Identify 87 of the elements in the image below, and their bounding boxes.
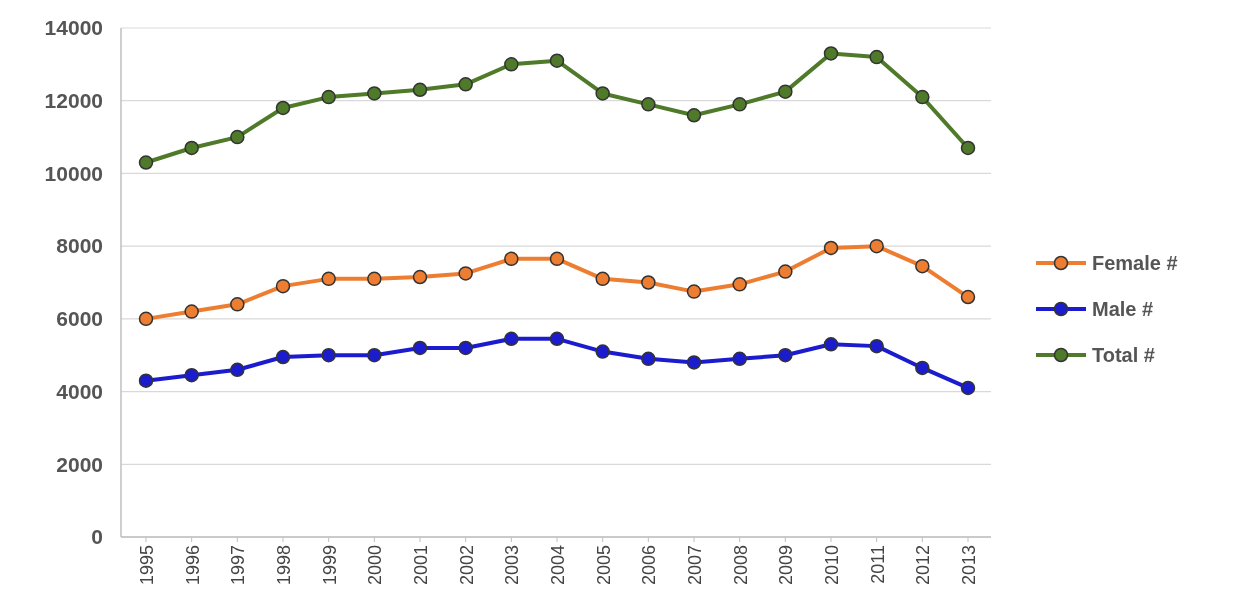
y-tick-label: 0: [91, 525, 103, 549]
point: [321, 271, 336, 287]
point: [595, 271, 610, 287]
y-tick-label: 6000: [56, 307, 103, 331]
point: [641, 275, 656, 290]
point: [549, 331, 565, 347]
point: [732, 351, 747, 367]
point: [321, 89, 336, 105]
x-tick-label: 1997: [228, 545, 249, 586]
point: [686, 108, 702, 123]
point: [504, 57, 519, 72]
point: [412, 82, 428, 98]
point: [960, 380, 976, 396]
point: [641, 97, 656, 112]
point: [458, 340, 473, 356]
point: [869, 49, 884, 65]
point: [230, 129, 245, 145]
x-tick-label: 2005: [593, 545, 614, 586]
point: [732, 277, 747, 292]
point: [275, 349, 291, 365]
point: [367, 271, 382, 287]
point: [778, 84, 793, 99]
y-tick-label: 8000: [56, 234, 103, 258]
x-tick-label: 2004: [548, 545, 568, 586]
y-tick-label: 2000: [56, 452, 103, 476]
x-tick-label: 2012: [913, 545, 934, 586]
x-tick-label: 2001: [411, 545, 431, 586]
point: [595, 86, 610, 101]
point: [138, 373, 154, 388]
point: [412, 269, 428, 285]
x-tick-label: 2007: [685, 545, 705, 586]
x-tick-label: 2010: [822, 545, 842, 586]
point: [184, 304, 199, 319]
y-tick-label: 4000: [56, 379, 103, 403]
point: [138, 311, 154, 327]
x-tick-label: 2006: [639, 545, 660, 586]
x-tick-label: 2000: [365, 545, 386, 586]
point: [641, 351, 656, 367]
x-tick-label: 1998: [274, 545, 294, 586]
legend-label: Female #: [1092, 252, 1178, 274]
x-tick-label: 2013: [959, 545, 979, 586]
point: [960, 140, 976, 156]
point: [549, 251, 565, 267]
point: [732, 97, 747, 112]
point: [915, 360, 930, 376]
x-tick-label: 2003: [502, 545, 523, 586]
point: [138, 155, 154, 170]
point: [823, 46, 839, 61]
point: [321, 347, 336, 363]
point: [686, 355, 702, 370]
point: [778, 264, 793, 279]
x-tick-label: 2009: [776, 545, 797, 586]
point: [504, 331, 519, 347]
point: [184, 140, 199, 156]
x-tick-label: 2011: [867, 545, 888, 584]
point: [412, 340, 428, 356]
point: [367, 347, 382, 363]
y-tick-label: 12000: [44, 89, 103, 113]
point: [960, 289, 976, 305]
point: [823, 337, 839, 352]
point: [367, 86, 382, 101]
legend-label: Male #: [1092, 298, 1154, 320]
point: [549, 53, 565, 68]
point: [823, 240, 839, 256]
point: [230, 362, 245, 378]
x-tick-label: 1995: [137, 545, 157, 586]
legend-label: Total #: [1092, 344, 1155, 366]
point: [686, 284, 702, 299]
point: [869, 238, 884, 254]
point: [184, 367, 199, 383]
x-tick-label: 1999: [319, 545, 340, 586]
x-tick-label: 2002: [456, 545, 477, 586]
point: [275, 278, 291, 294]
point: [915, 258, 930, 274]
point: [230, 297, 245, 312]
point: [458, 266, 473, 281]
x-tick-label: 2008: [730, 545, 751, 586]
point: [275, 100, 291, 116]
point: [595, 344, 610, 359]
point: [504, 251, 519, 267]
point: [915, 89, 930, 105]
x-tick-label: 1996: [182, 545, 203, 586]
point: [869, 338, 884, 354]
point: [778, 347, 793, 363]
point: [458, 77, 473, 92]
y-tick-label: 14000: [44, 16, 103, 40]
y-tick-label: 10000: [44, 161, 103, 185]
